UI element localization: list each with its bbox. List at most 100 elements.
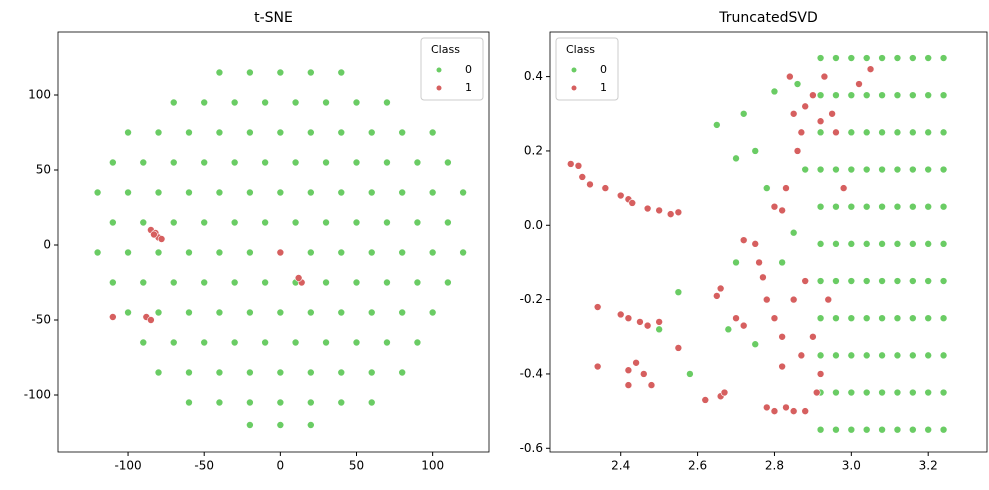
point [109, 218, 117, 227]
point [601, 184, 610, 192]
point [770, 314, 779, 322]
legend-label: 0 [465, 63, 472, 76]
x-tick-label: 2.8 [765, 459, 784, 473]
point [878, 277, 886, 285]
point [751, 240, 760, 248]
point [276, 188, 285, 197]
point [939, 388, 948, 397]
point [816, 240, 825, 248]
point [847, 277, 856, 285]
x-tick-label: 0 [277, 459, 285, 473]
point [816, 91, 825, 99]
x-tick-label: 50 [349, 459, 364, 473]
point [459, 248, 467, 257]
y-tick-label: -0.2 [520, 292, 543, 306]
point [847, 240, 856, 248]
point [139, 338, 148, 347]
point [789, 109, 798, 118]
point [276, 398, 285, 407]
point [832, 314, 840, 322]
point [878, 425, 886, 434]
point [215, 188, 224, 197]
point [893, 240, 902, 248]
x-tick-label: 100 [421, 459, 444, 473]
point [215, 68, 224, 77]
point [322, 218, 330, 227]
point [816, 314, 825, 322]
point [832, 351, 840, 360]
point [628, 199, 637, 207]
point [828, 109, 836, 118]
point [185, 308, 193, 317]
point [816, 425, 825, 434]
point [200, 278, 209, 287]
point [909, 277, 917, 285]
point [724, 325, 733, 334]
point [751, 147, 760, 155]
point [816, 54, 825, 62]
y-tick-label: -50 [31, 313, 51, 327]
point [909, 314, 917, 322]
point [276, 68, 285, 77]
point [428, 248, 437, 257]
point [793, 80, 802, 88]
chart: TruncatedSVD 2.4 2.6 2.8 3.0 3.2 -0.6 -0.4 -0.2 0… [520, 10, 988, 473]
point [276, 248, 285, 257]
point [93, 248, 102, 257]
point [762, 295, 771, 304]
point [909, 54, 917, 62]
point [739, 321, 748, 330]
point [383, 278, 391, 287]
point [816, 128, 825, 137]
point [924, 54, 932, 62]
point [643, 321, 652, 330]
point [762, 403, 771, 412]
point [307, 128, 315, 137]
point [939, 165, 948, 174]
point [893, 91, 902, 99]
point [428, 128, 437, 137]
point [276, 421, 285, 429]
point [276, 128, 285, 137]
point [291, 98, 300, 107]
point [770, 407, 779, 415]
point [367, 128, 376, 137]
point [185, 248, 193, 257]
point [157, 235, 166, 243]
point [574, 162, 583, 170]
point [686, 370, 694, 378]
point [185, 398, 193, 407]
point [307, 368, 315, 377]
point [367, 398, 376, 407]
point [832, 202, 840, 211]
legend-label: 1 [465, 81, 472, 94]
point [674, 288, 683, 296]
point [147, 316, 155, 324]
point [291, 338, 300, 347]
point [909, 240, 917, 248]
point [444, 158, 452, 167]
point [832, 425, 840, 434]
point [755, 258, 763, 267]
point [169, 338, 178, 347]
legend-marker [571, 67, 577, 73]
point [200, 158, 209, 167]
point [939, 277, 948, 285]
axes-frame [57, 31, 490, 453]
point [459, 188, 467, 197]
point [720, 388, 729, 397]
point [398, 248, 406, 257]
point [154, 128, 163, 137]
point [398, 188, 406, 197]
point [674, 208, 683, 217]
y-tick-label: -0.4 [520, 366, 543, 380]
point [246, 188, 254, 197]
y-tick-label: 0 [43, 238, 51, 252]
point [862, 128, 871, 137]
point [866, 65, 875, 73]
point [154, 368, 163, 377]
point [847, 165, 856, 174]
point [855, 80, 863, 88]
point [924, 240, 932, 248]
